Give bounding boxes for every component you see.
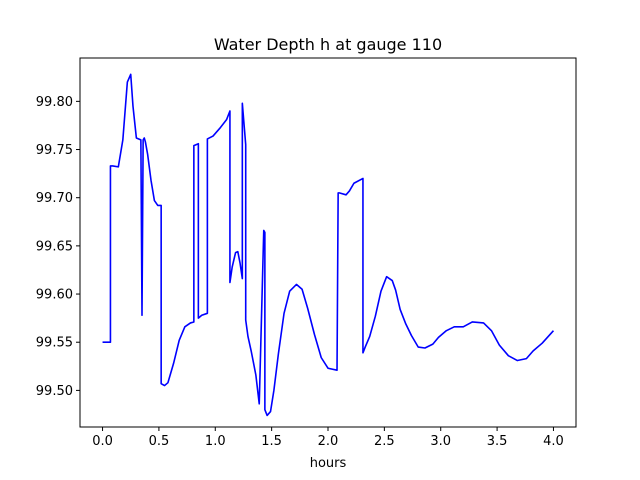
y-tick-label: 99.70 [36,191,73,206]
y-tick-label: 99.80 [36,95,73,110]
x-tick-label: 0.0 [92,434,113,449]
x-tick-label: 0.5 [149,434,170,449]
y-tick-label: 99.50 [36,384,73,399]
data-line [102,73,555,417]
y-tick-label: 99.55 [36,336,73,351]
x-tick-label: 3.0 [430,434,451,449]
x-axis: 0.0 0.5 1.0 1.5 2.0 2.5 3.0 3.5 4.0 [92,427,564,449]
axes-frame [79,57,577,428]
chart-title: Water Depth h at gauge 110 [214,35,442,54]
x-tick-label: 4.0 [543,434,564,449]
x-tick-label: 2.5 [374,434,395,449]
x-tick-label: 2.0 [318,434,339,449]
x-axis-label: hours [310,456,347,471]
x-tick-label: 3.5 [487,434,508,449]
y-tick-label: 99.75 [36,143,73,158]
plot-area [102,73,555,417]
x-tick-label: 1.5 [261,434,282,449]
y-tick-label: 99.65 [36,239,73,254]
y-tick-label: 99.60 [36,288,73,303]
x-tick-label: 1.0 [205,434,226,449]
y-axis: 99.50 99.55 99.60 99.65 99.70 99.75 99.80 [36,95,80,399]
